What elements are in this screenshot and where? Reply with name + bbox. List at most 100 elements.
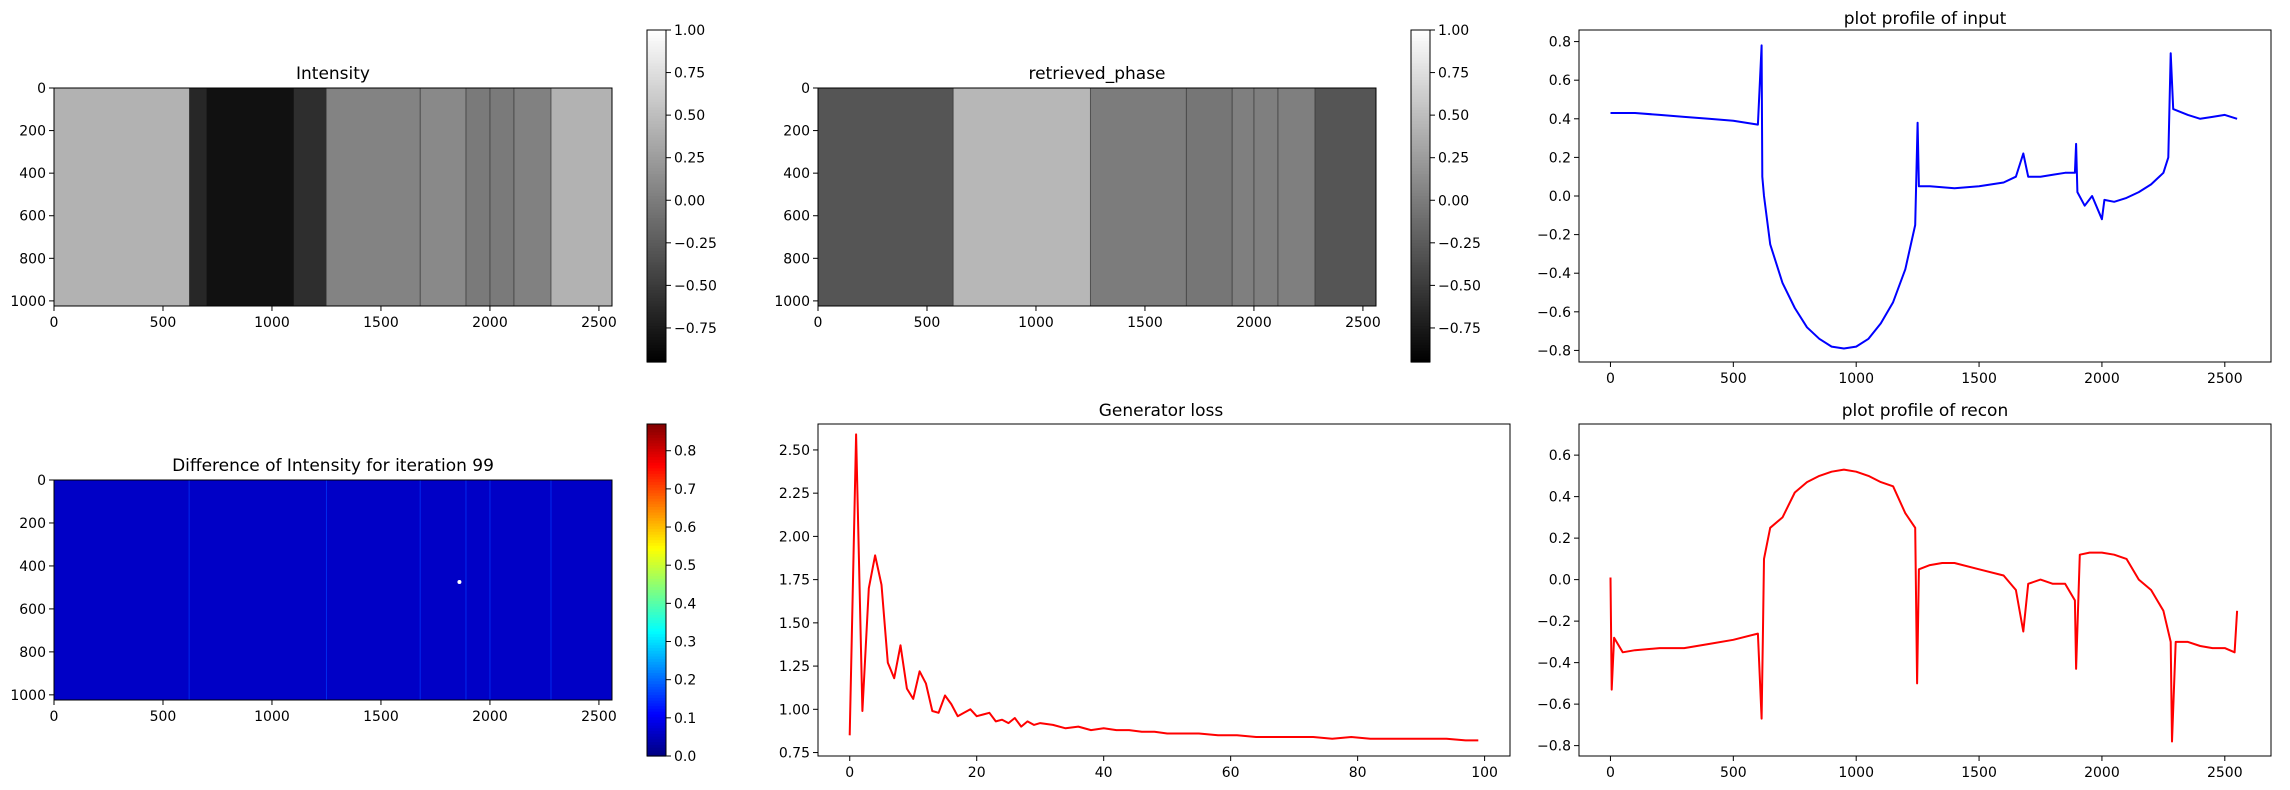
difference-colorbar-cell (647, 703, 666, 707)
retrieved-phase-colorbar-frame (1410, 29, 1431, 363)
profile-input-y-tick-label: 0.8 (1549, 35, 1571, 51)
retrieved-phase-colorbar-cell (1411, 292, 1430, 297)
retrieved-phase-colorbar-cell (1411, 337, 1430, 341)
generator-loss-title: Generator loss (1099, 401, 1224, 421)
difference-colorbar-cell (647, 733, 666, 738)
difference-colorbar-cell (647, 468, 666, 472)
difference-colorbar-cell (647, 628, 666, 633)
intensity-colorbar-cell (647, 88, 666, 92)
retrieved-phase-colorbar-tick-label: −0.75 (1438, 321, 1481, 337)
intensity-y-tick-label: 800 (19, 251, 46, 267)
difference-colorbar-cell (647, 717, 666, 721)
intensity-colorbar-cell (647, 140, 666, 145)
intensity-colorbar-cell (647, 196, 666, 200)
retrieved-phase-x-ticks: 0 500 1000 1500 2000 2500 (814, 306, 1381, 331)
retrieved-phase-colorbar-cell (1411, 146, 1430, 150)
retrieved-phase-colorbar-cell (1411, 88, 1430, 92)
intensity-colorbar-cell (647, 270, 666, 275)
retrieved-phase-colorbar-cell (1411, 71, 1430, 75)
retrieved-phase-band (953, 88, 1091, 306)
intensity-colorbar-tick-label: 0.75 (674, 66, 705, 82)
profile-recon-y-tick-label: 0.2 (1549, 531, 1571, 547)
difference-colorbar-cell (647, 559, 666, 563)
profile-recon-x-ticks: 0 500 1000 1500 2000 2500 (1606, 756, 2243, 781)
profile-input-y-tick-label: −0.2 (1537, 228, 1571, 244)
intensity-colorbar: 1.00 0.75 0.50 0.25 0.00 −0.25 −0.50 −0.75 (646, 23, 717, 363)
intensity-colorbar-cell (647, 337, 666, 341)
intensity-colorbar-cell (647, 243, 666, 247)
intensity-colorbar-cell (647, 107, 666, 111)
difference-colorbar-cell (647, 722, 666, 727)
intensity-colorbar-cell (647, 298, 666, 302)
retrieved-phase-colorbar-cell (1411, 179, 1430, 183)
generator-loss-y-ticks: 0.75 1.00 1.25 1.50 1.75 2.00 2.25 2.50 (779, 443, 818, 762)
intensity-colorbar-cell (647, 193, 666, 197)
difference-colorbar-cell (647, 507, 666, 511)
intensity-y-tick-label: 400 (19, 166, 46, 182)
difference-colorbar-cell (647, 620, 666, 624)
intensity-colorbar-cell (647, 151, 666, 156)
intensity-colorbar-cell (647, 226, 666, 230)
difference-background (54, 480, 612, 700)
intensity-colorbar-cell (647, 359, 666, 363)
difference-axes-frame (53, 479, 613, 701)
retrieved-phase-colorbar-cell (1411, 74, 1430, 78)
difference-colorbar-cell (647, 720, 666, 724)
intensity-colorbar-cell (647, 256, 666, 261)
intensity-colorbar-cell (647, 229, 666, 233)
intensity-colorbar-cell (647, 173, 666, 178)
intensity-colorbar-cell (647, 187, 666, 192)
difference-colorbar-cell (647, 747, 666, 752)
difference-colorbar-cell (647, 744, 666, 749)
generator-loss-x-tick-label: 20 (968, 765, 986, 781)
intensity-colorbar-cell (647, 356, 666, 360)
retrieved-phase-colorbar-cell (1411, 173, 1430, 178)
retrieved-phase-colorbar-cell (1411, 231, 1430, 236)
retrieved-phase-colorbar-cell (1411, 243, 1430, 247)
retrieved-phase-colorbar-cell (1411, 46, 1430, 50)
retrieved-phase-colorbar-cell (1411, 118, 1430, 122)
profile-recon-x-tick-label: 0 (1606, 765, 1615, 781)
retrieved-phase-colorbar-cell (1411, 259, 1430, 263)
intensity-colorbar-cell (647, 182, 666, 186)
retrieved-phase-colorbar-cell (1411, 101, 1430, 106)
intensity-colorbar-cell (647, 218, 666, 222)
difference-colorbar-cell (647, 642, 666, 646)
difference-colorbar-cell (647, 537, 666, 541)
difference-colorbar-cell (647, 645, 666, 649)
difference-colorbar-tick-label: 0.6 (674, 520, 696, 536)
intensity-colorbar-cell (647, 279, 666, 283)
difference-x-ticks: 0 500 1000 1500 2000 2500 (50, 700, 617, 725)
intensity-colorbar-cell (647, 132, 666, 136)
retrieved-phase-colorbar-cell (1411, 348, 1430, 352)
generator-loss-x-tick-label: 80 (1349, 765, 1367, 781)
difference-y-tick-label: 800 (19, 645, 46, 661)
difference-colorbar-cell (647, 484, 666, 489)
retrieved-phase-colorbar-cell (1411, 279, 1430, 283)
difference-colorbar-cell (647, 515, 666, 519)
retrieved-phase-colorbar-cell (1411, 331, 1430, 335)
difference-image (54, 480, 612, 700)
retrieved-phase-colorbar-cell (1411, 359, 1430, 363)
retrieved-phase-colorbar-cell (1411, 273, 1430, 277)
retrieved-phase-colorbar-cell (1411, 124, 1430, 128)
intensity-colorbar-cell (647, 287, 666, 291)
intensity-band (206, 88, 295, 306)
panel-profile-recon: plot profile of recon 0 500 1000 1500 2000 25… (1537, 401, 2272, 781)
difference-colorbar-cell (647, 617, 666, 622)
intensity-colorbar-cell (647, 32, 666, 37)
retrieved-phase-colorbar-cell (1411, 212, 1430, 216)
retrieved-phase-band (1232, 88, 1316, 306)
retrieved-phase-axes-frame (817, 87, 1377, 307)
intensity-colorbar-cell (647, 121, 666, 125)
panel-generator-loss: Generator loss 0 20 40 60 80 100 0.75 1.00 1.25… (779, 401, 1511, 781)
generator-loss-x-tick-label: 100 (1471, 765, 1498, 781)
profile-input-y-tick-label: 0.4 (1549, 112, 1571, 128)
generator-loss-y-tick-label: 1.00 (779, 702, 810, 718)
profile-recon-series-line (1609, 468, 2239, 743)
retrieved-phase-colorbar-cell (1411, 342, 1430, 346)
difference-colorbar-cell (647, 601, 666, 605)
difference-colorbar-cell (647, 457, 666, 461)
intensity-colorbar-cell (647, 309, 666, 313)
retrieved-phase-colorbar-cell (1411, 328, 1430, 333)
